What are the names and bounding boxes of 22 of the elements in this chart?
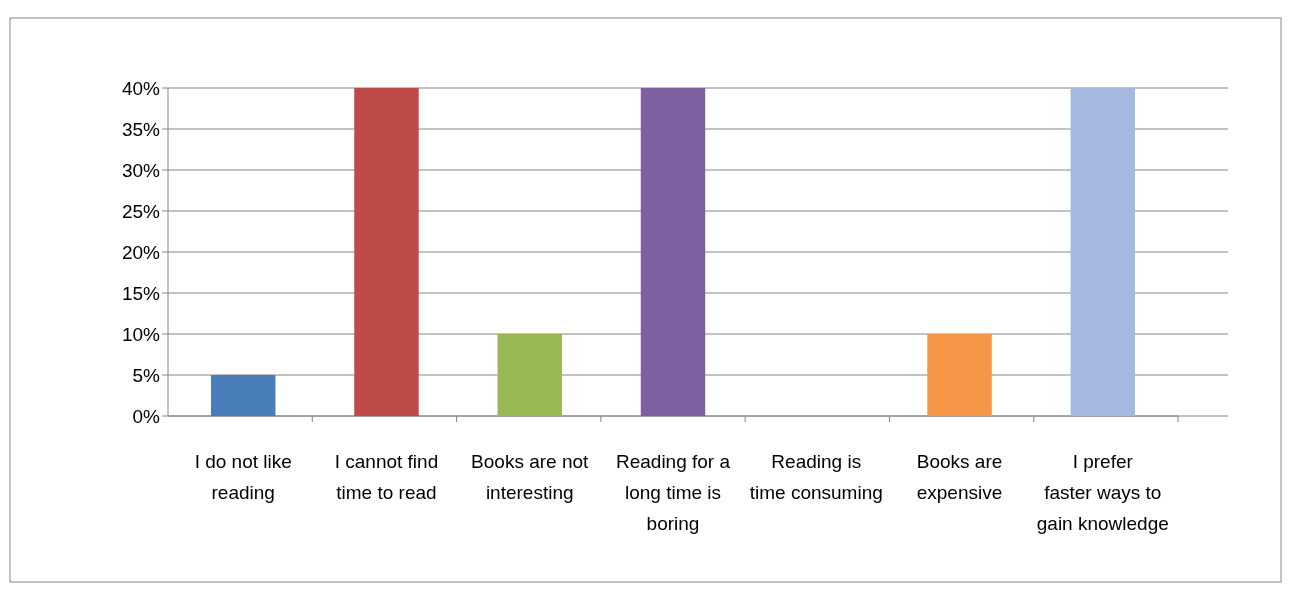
y-tick-label: 5% <box>132 364 161 386</box>
y-tick-label: 15% <box>121 282 161 304</box>
bar <box>497 334 562 416</box>
x-tick-label: Reading is time consuming <box>749 451 883 503</box>
y-tick-label: 10% <box>121 323 161 345</box>
x-tick-label: I prefer faster ways to gain knowledge <box>1036 451 1169 534</box>
x-tick-label: I do not like reading <box>194 451 292 503</box>
x-tick-label: Books are expensive <box>916 451 1003 503</box>
y-tick-label: 30% <box>121 159 161 181</box>
y-tick-label: 25% <box>121 200 161 222</box>
y-tick-label: 35% <box>121 118 161 140</box>
bar <box>640 88 706 416</box>
bar <box>927 334 992 416</box>
y-tick-label: 40% <box>121 77 161 99</box>
y-tick-label: 0% <box>132 405 161 427</box>
bar <box>354 88 419 416</box>
bar <box>210 375 276 416</box>
x-tick-label: Reading for a long time is boring <box>615 451 731 534</box>
bar <box>1070 88 1136 416</box>
x-tick-label: I cannot find time to read <box>334 451 439 503</box>
y-tick-label: 20% <box>121 241 161 263</box>
x-tick-label: Books are not interesting <box>471 451 590 503</box>
